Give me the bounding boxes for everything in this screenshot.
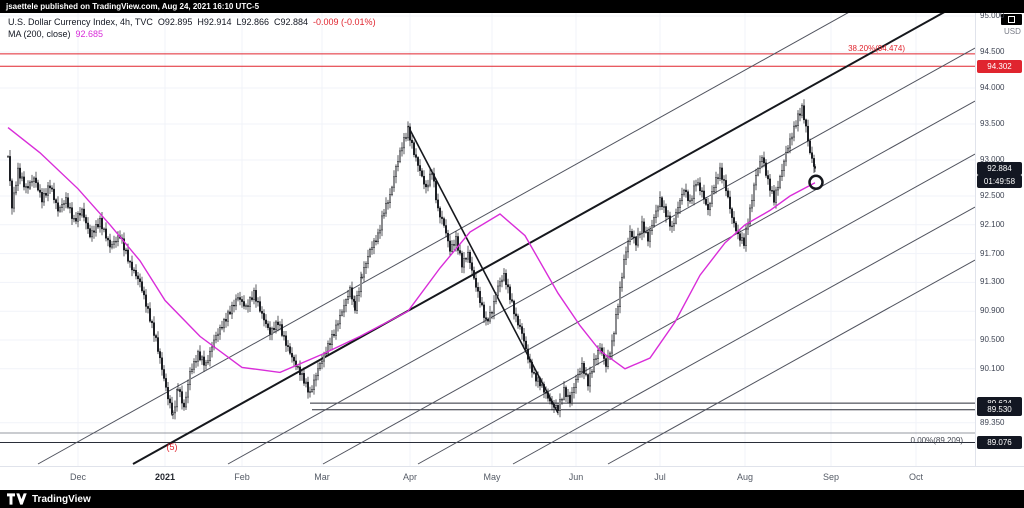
price-axis-badge: 94.302 bbox=[977, 59, 1022, 73]
price-axis-badge: 89.076 bbox=[977, 436, 1022, 450]
horizontal-level-lines bbox=[0, 53, 975, 443]
ma-indicator-label[interactable]: MA (200, close) bbox=[8, 29, 71, 39]
footer-bar: TradingView bbox=[0, 490, 1024, 508]
ohlc-values: O92.895 H92.914 L92.866 C92.884 bbox=[153, 17, 308, 27]
time-axis-label: Aug bbox=[736, 472, 754, 482]
time-axis-label: Apr bbox=[402, 472, 418, 482]
time-axis-label: May bbox=[483, 472, 501, 482]
svg-text:0.00%(89.209): 0.00%(89.209) bbox=[911, 436, 964, 445]
time-axis-label: Jul bbox=[654, 472, 666, 482]
price-axis-badge: 92.884 bbox=[977, 161, 1022, 175]
time-axis[interactable]: Dec 2021 Feb Mar Apr May Jun Jul Aug Sep Oct bbox=[0, 466, 1024, 490]
price-axis-label: 95.000 bbox=[980, 13, 1005, 20]
currency-unit-label: USD bbox=[1004, 27, 1021, 36]
time-axis-label: 2021 bbox=[154, 472, 176, 482]
brand-name[interactable]: TradingView bbox=[32, 493, 91, 505]
drawing-annotations: 38.20%(94.474) 0.00%(89.209) (5) bbox=[167, 44, 964, 452]
price-axis-label: 93.500 bbox=[980, 119, 1005, 128]
ma-indicator-value: 92.685 bbox=[75, 29, 104, 39]
price-axis-badge: 01:49:58 bbox=[977, 174, 1022, 188]
trendlines bbox=[37, 0, 976, 465]
price-axis-label: 92.500 bbox=[980, 191, 1005, 200]
price-axis[interactable]: USD 95.000 94.500 94.000 93.500 93.000 92.500… bbox=[975, 13, 1024, 466]
time-axis-label: Jun bbox=[568, 472, 584, 482]
price-chart-svg[interactable]: 38.20%(94.474) 0.00%(89.209) (5) bbox=[0, 0, 976, 466]
gridlines bbox=[0, 13, 975, 466]
ohlc-value: L92.866 bbox=[236, 17, 269, 27]
svg-text:38.20%(94.474): 38.20%(94.474) bbox=[848, 44, 905, 53]
time-axis-label: Mar bbox=[314, 472, 330, 482]
ohlc-value: C92.884 bbox=[274, 17, 309, 27]
ma-line bbox=[7, 127, 816, 374]
publish-bar: jsaettele published on TradingView.com, … bbox=[0, 0, 1024, 13]
legend-row-ma: MA (200, close) 92.685 bbox=[8, 28, 376, 40]
price-axis-label: 91.300 bbox=[980, 277, 1005, 287]
legend: U.S. Dollar Currency Index, 4h, TVC O92.8… bbox=[8, 16, 376, 40]
symbol-title[interactable]: U.S. Dollar Currency Index, 4h, TVC bbox=[8, 17, 153, 27]
price-axis-label: 94.000 bbox=[980, 83, 1005, 92]
time-axis-label: Dec bbox=[69, 472, 87, 482]
maximize-icon bbox=[1008, 16, 1015, 23]
price-axis-label: 94.500 bbox=[980, 47, 1005, 56]
price-axis-label: 89.350 bbox=[980, 417, 1005, 427]
price-axis-label: 93.000 bbox=[980, 155, 1005, 164]
change-value: -0.009 (-0.01%) bbox=[313, 17, 376, 27]
candlestick-series bbox=[7, 99, 816, 420]
ohlc-value: O92.895 bbox=[157, 17, 193, 27]
chart-canvas[interactable]: 38.20%(94.474) 0.00%(89.209) (5) U.S. Doll… bbox=[0, 0, 976, 466]
price-axis-label: 90.900 bbox=[980, 306, 1005, 316]
ohlc-value: H92.914 bbox=[197, 17, 232, 27]
publish-text: jsaettele published on TradingView.com, … bbox=[6, 2, 260, 11]
time-axis-label: Sep bbox=[822, 472, 840, 482]
svg-text:(5): (5) bbox=[167, 442, 178, 452]
price-axis-badge: 89.530 bbox=[977, 403, 1022, 417]
maximize-button[interactable] bbox=[1001, 14, 1022, 25]
time-axis-label: Oct bbox=[908, 472, 924, 482]
tradingview-logo-icon[interactable] bbox=[7, 493, 27, 505]
price-axis-label: 90.100 bbox=[980, 363, 1005, 373]
legend-row-symbol: U.S. Dollar Currency Index, 4h, TVC O92.8… bbox=[8, 16, 376, 28]
time-axis-label: Feb bbox=[234, 472, 250, 482]
price-axis-label: 91.700 bbox=[980, 248, 1005, 258]
price-axis-label: 92.100 bbox=[980, 219, 1005, 229]
price-axis-label: 90.500 bbox=[980, 335, 1005, 344]
